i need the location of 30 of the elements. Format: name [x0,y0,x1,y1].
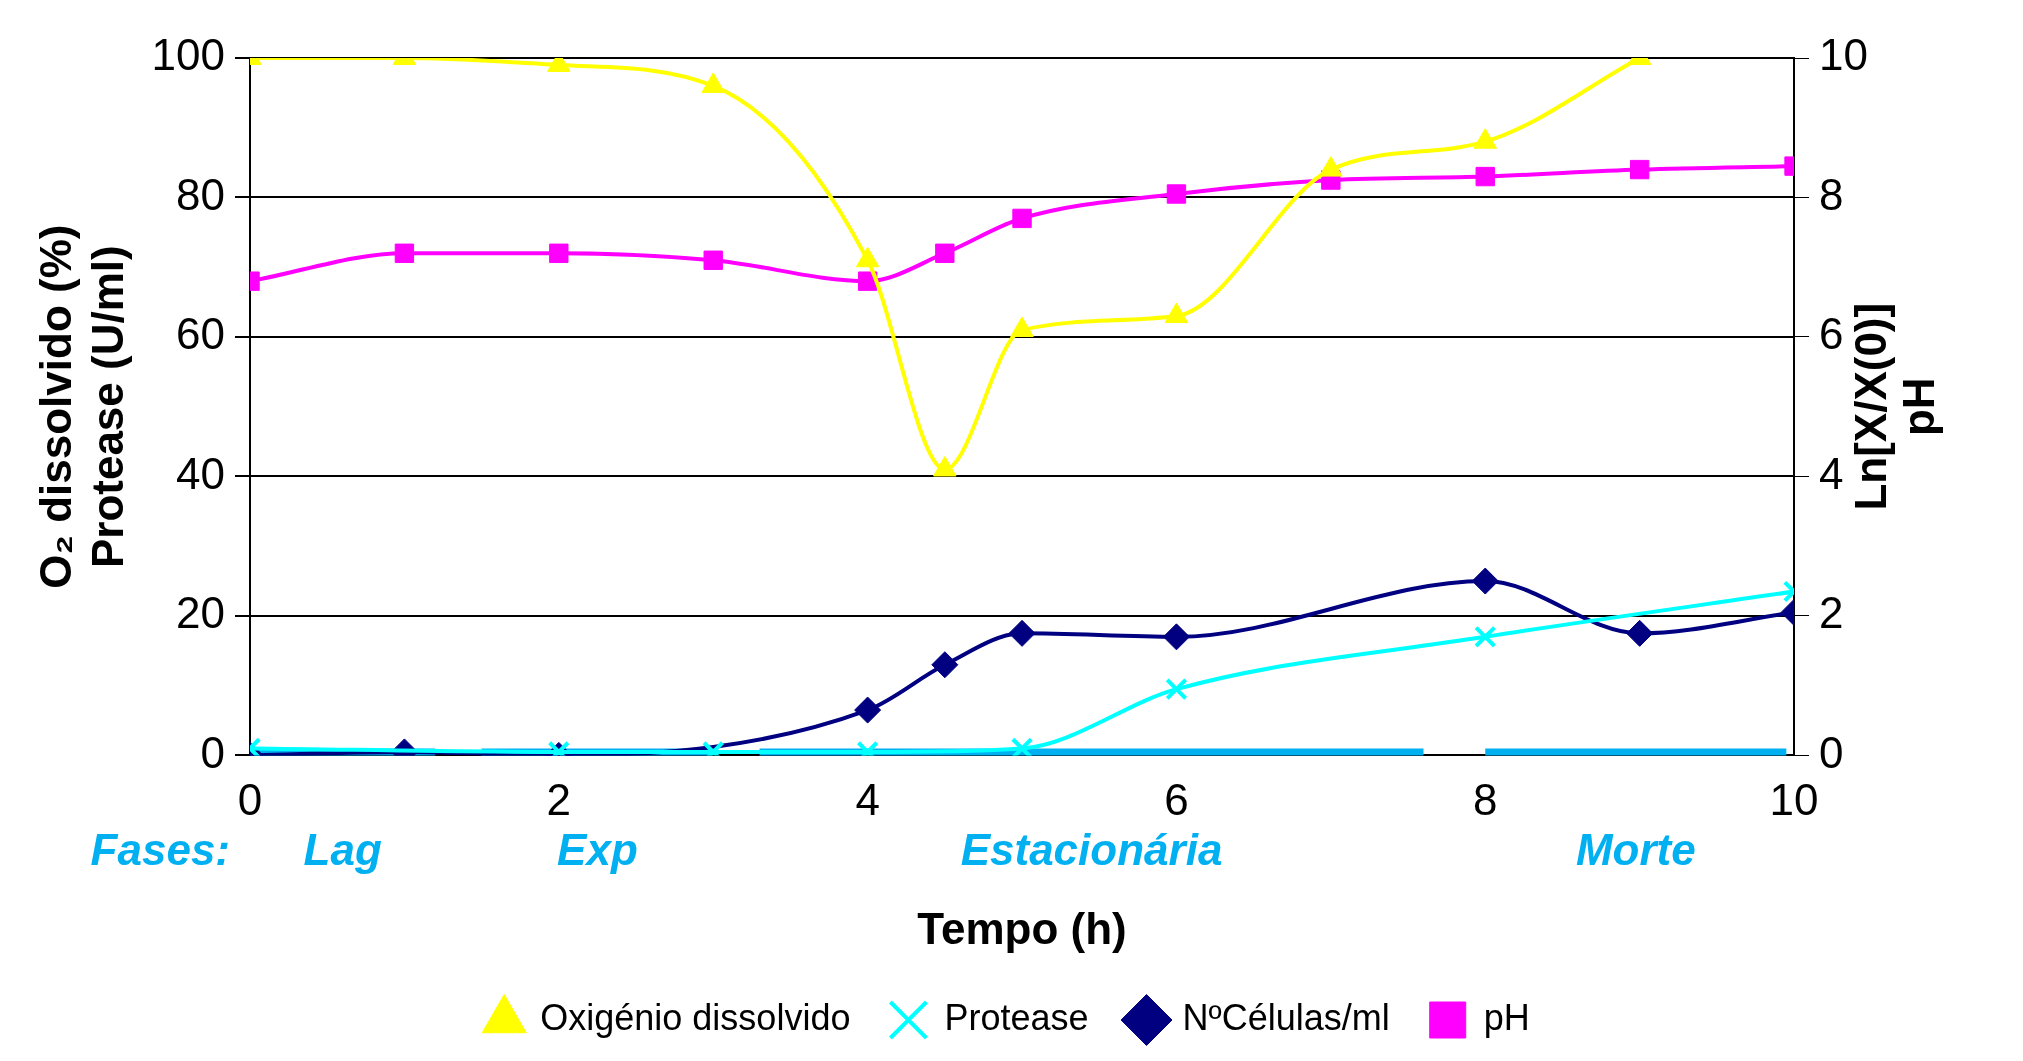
y2-tick-label: 0 [1819,727,1844,777]
legend-label: Oxigénio dissolvido [540,996,851,1038]
x-axis-title: Tempo (h) [917,903,1127,953]
x-tick-label: 6 [1164,774,1189,824]
y2-tick-label: 6 [1819,309,1844,359]
series-label: Exp [557,824,638,874]
legend-label: NºCélulas/ml [1182,996,1390,1038]
y-tick-label: 40 [176,448,226,498]
text: Fases: [90,824,231,874]
legend-label: Protease [944,996,1089,1038]
series-label: Lag [303,824,382,874]
legend-label: pH [1483,996,1530,1038]
y-axis-title: O₂ dissolvido (%) Protease (U/ml) [30,224,133,589]
series-label: Estacionária [960,824,1223,874]
y2-tick-label: 2 [1819,588,1844,638]
x-tick-label: 4 [855,774,880,824]
x-tick-label: 0 [237,774,263,824]
y2-tick-label: 10 [1819,30,1869,80]
y-tick-label: 80 [176,169,226,219]
x-tick-label: 10 [1769,774,1819,824]
y2-tick-label: 4 [1819,448,1844,498]
y2-axis-title: Ln[X/X(0)] pH [1846,302,1944,511]
y-tick-label: 0 [200,727,226,777]
y-tick-label: 100 [151,30,226,80]
y-tick-label: 20 [176,588,226,638]
series-label: Morte [1575,824,1696,874]
y2-tick-label: 8 [1819,169,1844,219]
y-tick-label: 60 [176,309,226,359]
x-tick-label: 8 [1473,774,1498,824]
x-tick-label: 2 [546,774,572,824]
